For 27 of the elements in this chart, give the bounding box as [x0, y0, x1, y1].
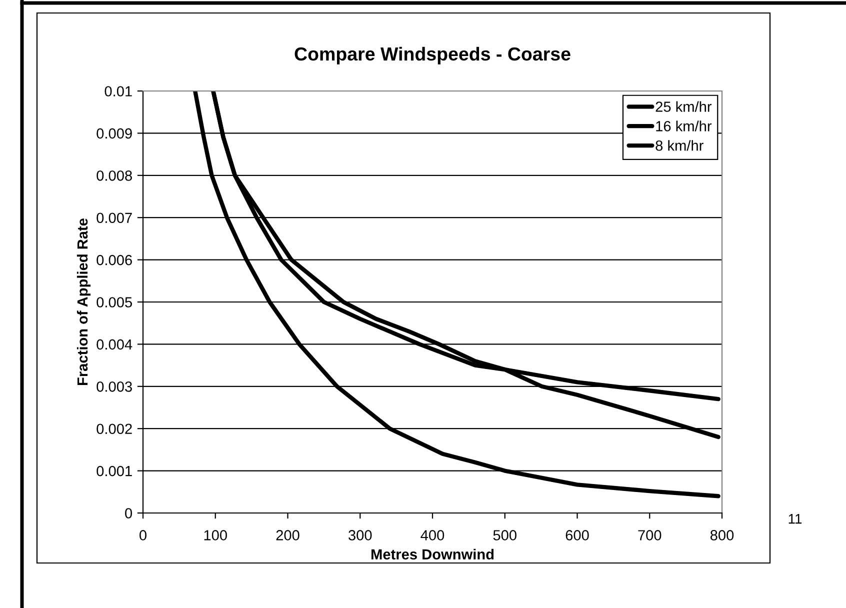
legend-label: 25 km/hr	[656, 101, 712, 112]
y-tick-label: 0	[125, 508, 132, 518]
legend-label: 8 km/hr	[656, 140, 704, 151]
y-tick-label: 0.002	[96, 424, 132, 434]
x-tick-label: 700	[638, 530, 662, 540]
y-axis-title: Fraction of Applied Rate	[76, 218, 91, 386]
y-tick-label: 0.007	[96, 212, 132, 224]
y-tick-label: 0.004	[96, 339, 132, 350]
x-tick-label: 800	[710, 530, 734, 540]
x-tick-label: 600	[566, 530, 589, 540]
y-tick-label: 0.005	[96, 297, 132, 308]
y-tick-label: 0.01	[104, 86, 132, 96]
x-tick-label: 500	[493, 530, 516, 540]
y-tick-label: 0.001	[96, 466, 132, 476]
legend-label: 16 km/hr	[656, 120, 712, 132]
x-tick-label: 200	[276, 530, 300, 540]
x-tick-label: 300	[348, 530, 372, 540]
x-tick-label: 100	[204, 530, 227, 540]
text: 11	[788, 514, 802, 524]
chart-title: Compare Windspeeds - Coarse	[294, 46, 570, 64]
x-tick-label: 400	[420, 530, 444, 540]
x-axis-title: Metres Downwind	[371, 548, 494, 560]
y-tick-label: 0.006	[96, 254, 132, 266]
y-tick-label: 0.009	[96, 128, 132, 139]
y-tick-label: 0.008	[96, 170, 132, 181]
y-tick-label: 0.003	[96, 382, 132, 392]
x-tick-label: 0	[140, 530, 146, 540]
